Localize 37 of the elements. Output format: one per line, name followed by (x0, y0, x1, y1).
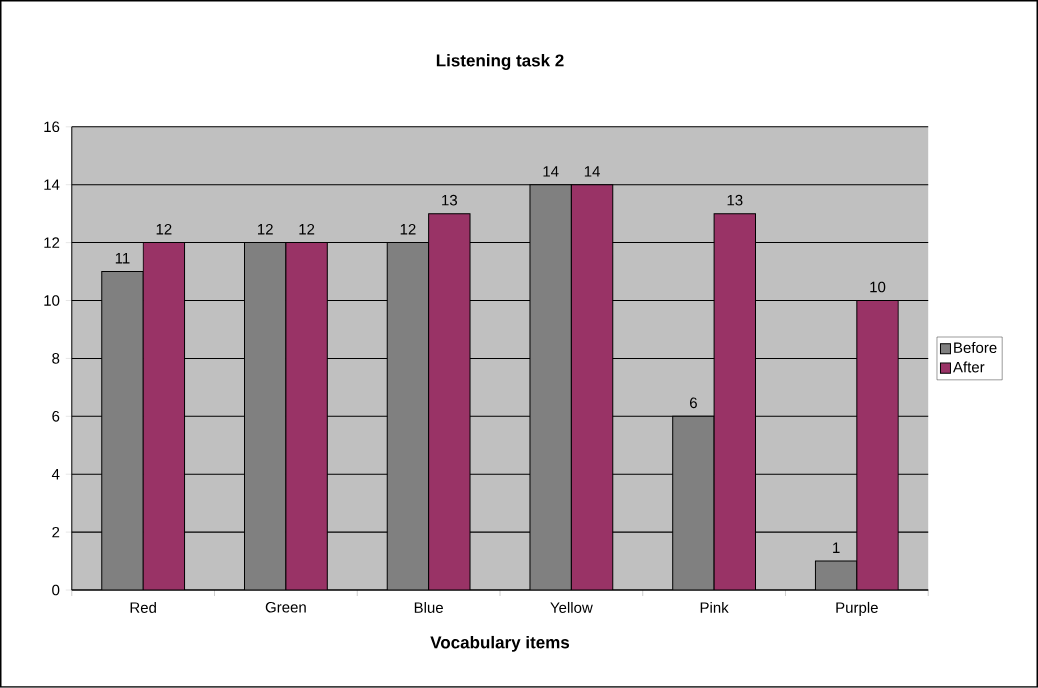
y-tick-label: 12 (44, 237, 60, 248)
x-axis-title: Vocabulary items (430, 636, 570, 652)
bar (672, 415, 715, 591)
x-tick-label: Pink (700, 601, 729, 613)
bar (101, 271, 144, 591)
x-tick-label: Yellow (550, 601, 593, 613)
legend-label: After (953, 361, 985, 373)
data-label: 13 (442, 194, 458, 206)
y-tick-label: 16 (44, 121, 60, 133)
data-label: 12 (299, 224, 315, 235)
y-tick-label: 8 (52, 353, 60, 364)
bar (529, 184, 572, 591)
data-label: 13 (727, 194, 743, 206)
data-label: 12 (400, 224, 416, 235)
data-label: 14 (543, 166, 559, 177)
legend-label: Before (954, 342, 997, 354)
x-tick-label: Purple (836, 601, 878, 616)
y-tick-label: 0 (52, 584, 60, 596)
y-tick-label: 6 (52, 411, 60, 422)
data-label: 12 (156, 224, 172, 235)
data-label: 11 (115, 253, 130, 264)
data-label: 6 (690, 397, 697, 409)
bar (244, 242, 287, 591)
data-label: 12 (258, 224, 273, 235)
chart-title: Listening task 2 (436, 54, 564, 70)
x-tick-label: Green (265, 601, 306, 613)
y-tick-label: 14 (44, 179, 60, 190)
bar (814, 560, 858, 591)
data-label: 10 (870, 281, 886, 293)
bar (386, 242, 430, 591)
y-tick-label: 4 (51, 469, 60, 480)
x-tick-label: Blue (414, 601, 443, 613)
data-label: 14 (584, 166, 600, 177)
x-tick-label: Red (130, 601, 156, 613)
data-label: 1 (833, 542, 840, 553)
y-tick-label: 2 (52, 526, 60, 538)
y-tick-label: 10 (44, 295, 60, 306)
